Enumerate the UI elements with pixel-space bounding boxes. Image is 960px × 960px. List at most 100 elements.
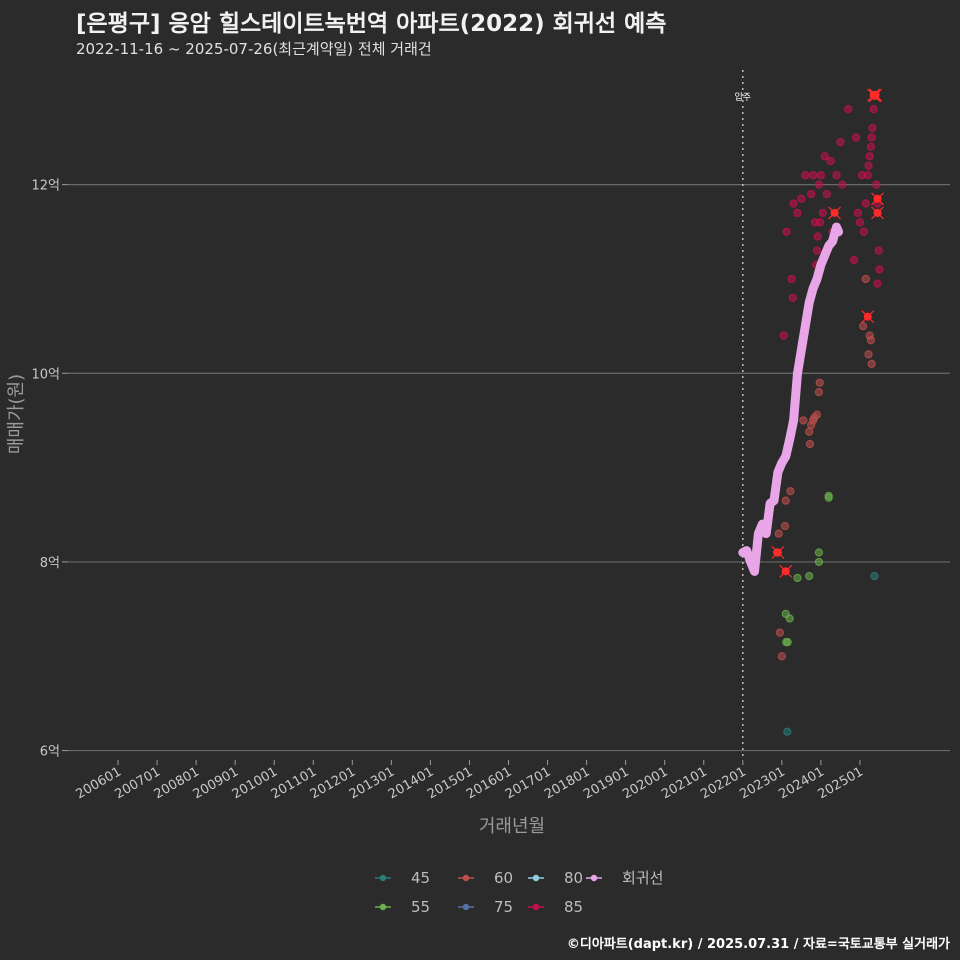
- highlight-marker: [861, 310, 875, 324]
- legend-item-80: 80: [528, 869, 583, 887]
- data-point-60: [774, 529, 783, 538]
- data-point-60: [814, 388, 824, 397]
- data-point-85: [859, 227, 868, 236]
- data-point-60: [777, 652, 786, 661]
- legend-label: 45: [411, 869, 430, 887]
- legend-label: 75: [494, 898, 513, 916]
- legend-swatch-dot: [379, 903, 387, 911]
- legend-swatch-dot: [532, 903, 540, 911]
- highlight-cross: [861, 310, 875, 324]
- legend: 45 55 60 75 80 85 회귀선: [375, 869, 663, 916]
- highlight-cross: [828, 206, 841, 220]
- data-point-85: [863, 171, 872, 180]
- data-point-85: [789, 199, 798, 208]
- data-point-45: [783, 727, 792, 736]
- data-point-60: [867, 359, 876, 368]
- data-point-60: [805, 439, 815, 449]
- data-point-85: [869, 105, 878, 114]
- data-point-85: [822, 189, 831, 199]
- highlight-marker: [828, 206, 841, 220]
- data-point-55: [793, 573, 802, 583]
- highlight-marker: [771, 546, 785, 559]
- legend-swatch-dot: [532, 874, 540, 882]
- regression-line: [738, 222, 843, 576]
- data-point-85: [788, 293, 797, 302]
- legend-label: 85: [564, 898, 583, 916]
- highlight-markers: [771, 88, 884, 578]
- data-point-60: [815, 378, 824, 387]
- source-caption: ©디아파트(dapt.kr) / 2025.07.31 / 자료=국토교통부 실…: [566, 937, 950, 952]
- data-point-85: [797, 194, 806, 203]
- data-point-85: [875, 265, 884, 274]
- highlight-marker: [871, 192, 884, 206]
- gridlines: [68, 184, 950, 752]
- legend-label: 80: [564, 869, 583, 887]
- highlight-cross: [868, 89, 882, 103]
- data-point-60: [799, 416, 808, 425]
- data-point-85: [868, 123, 877, 133]
- legend-swatch-dot: [462, 903, 470, 911]
- highlight-marker: [868, 89, 882, 103]
- data-point-85: [818, 208, 827, 218]
- data-point-85: [814, 180, 824, 189]
- data-point-85: [849, 255, 859, 265]
- data-point-85: [787, 274, 796, 284]
- data-point-85: [832, 171, 841, 180]
- data-point-55: [785, 614, 794, 623]
- data-point-85: [873, 279, 882, 288]
- data-point-85: [807, 189, 816, 199]
- data-point-55: [824, 493, 833, 502]
- data-point-60: [866, 336, 875, 345]
- highlight-marker: [779, 564, 793, 578]
- x-tick-label: 202501: [815, 764, 865, 802]
- legend-swatch-dot: [379, 874, 387, 882]
- data-point-85: [812, 246, 822, 255]
- highlight-cross: [871, 206, 884, 220]
- data-point-85: [820, 152, 829, 161]
- data-point-55: [805, 571, 814, 581]
- data-point-60: [812, 410, 822, 419]
- highlight-cross: [871, 192, 884, 206]
- legend-item-regression: 회귀선: [586, 869, 663, 887]
- data-point-60: [858, 322, 868, 331]
- y-tick-label: 12억: [31, 179, 60, 194]
- legend-swatch-dot: [462, 874, 470, 882]
- highlight-marker: [871, 206, 884, 220]
- data-point-85: [861, 199, 870, 208]
- legend-label: 60: [494, 869, 513, 887]
- data-point-85: [816, 218, 825, 227]
- highlight-cross: [771, 546, 785, 559]
- data-point-85: [872, 180, 881, 189]
- data-point-60: [864, 350, 873, 359]
- y-axis-title: 매매가(원): [6, 374, 27, 454]
- data-point-60: [786, 487, 795, 496]
- data-point-85: [844, 105, 853, 114]
- data-point-85: [816, 171, 826, 180]
- data-point-55: [814, 548, 824, 557]
- regression-line-layer: [738, 222, 843, 576]
- y-tick-label: 10억: [31, 367, 60, 382]
- data-point-85: [855, 218, 865, 227]
- highlight-cross: [779, 564, 793, 578]
- data-point-60: [775, 628, 784, 637]
- data-point-85: [851, 133, 861, 142]
- data-point-85: [801, 171, 810, 180]
- data-point-85: [782, 227, 791, 236]
- data-point-85: [874, 246, 883, 255]
- chart-subtitle: 2022-11-16 ~ 2025-07-26(최근계약일) 전체 거래건: [76, 40, 432, 58]
- x-axis-title: 거래년월: [479, 816, 545, 837]
- data-point-60: [781, 496, 790, 505]
- data-point-85: [779, 331, 788, 340]
- legend-item-60: 60: [458, 869, 513, 887]
- legend-item-45: 45: [375, 869, 430, 887]
- data-points: [773, 90, 884, 736]
- legend-swatch-dot: [590, 874, 598, 882]
- data-point-60: [861, 274, 870, 284]
- data-point-85: [867, 133, 876, 142]
- legend-item-75: 75: [458, 898, 513, 916]
- legend-item-85: 85: [528, 898, 583, 916]
- x-axis-ticks: 2006012007012008012009012010012011012012…: [74, 760, 866, 802]
- data-point-85: [793, 208, 802, 218]
- data-point-55: [783, 637, 792, 647]
